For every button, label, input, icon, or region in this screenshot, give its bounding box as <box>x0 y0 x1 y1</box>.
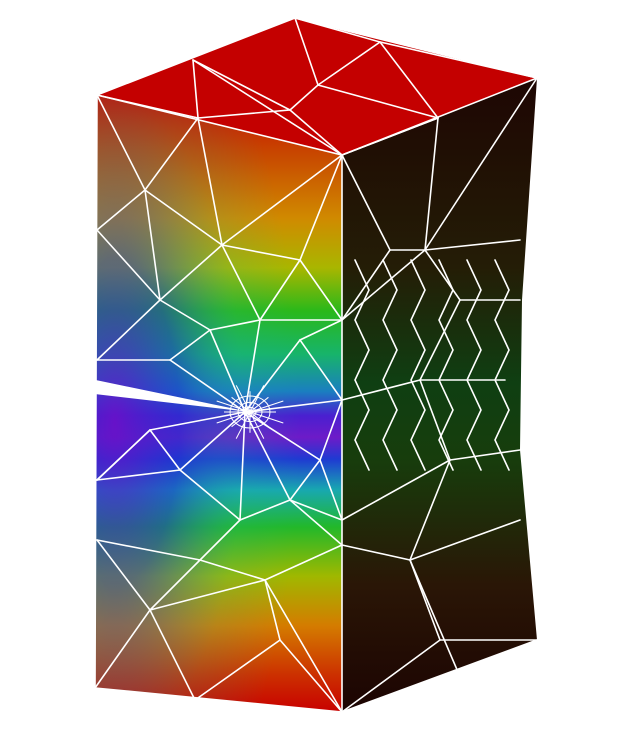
side-face <box>342 78 537 712</box>
mesh-edge <box>419 299 461 381</box>
mesh-edge <box>192 59 343 156</box>
rosette-ring <box>237 401 263 423</box>
mesh-edge <box>264 544 343 581</box>
mesh-edge <box>96 429 151 481</box>
rosette-ring <box>243 406 257 418</box>
side-refinement-edge <box>354 259 370 471</box>
mesh-edge <box>244 399 343 413</box>
mesh-edge <box>424 117 439 251</box>
mesh-edge <box>424 239 521 251</box>
mesh-edge <box>341 459 451 521</box>
rosette-spoke <box>249 411 269 428</box>
mesh-edge <box>96 539 201 561</box>
mesh-edge <box>169 329 211 361</box>
mesh-edge <box>149 411 246 431</box>
mesh-edge <box>209 319 261 331</box>
mesh-edge <box>192 59 199 119</box>
mesh-edge <box>144 189 223 246</box>
mesh-edge <box>159 299 211 331</box>
mesh-edge <box>409 459 451 561</box>
crack-tip-zone <box>95 95 342 712</box>
mesh-edge <box>259 259 301 321</box>
crack-notch <box>86 378 250 412</box>
mesh-edge <box>96 189 146 231</box>
mesh-edge <box>96 94 199 119</box>
mesh-edge <box>341 379 421 401</box>
mesh-edge <box>424 77 538 251</box>
mesh-wireframe <box>94 17 540 713</box>
mesh-edge <box>96 299 161 361</box>
mesh-edge <box>149 609 196 701</box>
mesh-edge <box>144 189 161 301</box>
mesh-edge <box>149 429 181 471</box>
mesh-edge <box>449 449 521 461</box>
side-refinement-edge <box>410 259 426 471</box>
mesh-edge <box>244 319 261 413</box>
mesh-edge <box>149 579 266 611</box>
mesh-edge <box>294 17 319 86</box>
mesh-edge <box>341 639 441 713</box>
mesh-edge <box>379 41 538 79</box>
mesh-edge <box>96 229 161 301</box>
mesh-edge <box>379 41 439 119</box>
mesh-edge <box>264 579 343 713</box>
mesh-edge <box>199 519 241 561</box>
mesh-edge <box>244 339 301 413</box>
mesh-edge <box>424 249 461 301</box>
mesh-edge <box>179 469 241 521</box>
mesh-edge <box>199 559 266 581</box>
mesh-edge <box>96 469 181 481</box>
mesh-edge <box>419 379 451 461</box>
mesh-edge <box>341 544 411 561</box>
mesh-edge <box>299 259 343 321</box>
mesh-edge <box>341 117 439 156</box>
side-refinement-edge <box>382 259 398 471</box>
crack-tip-mesh-refinement <box>216 385 284 439</box>
side-refinement-edge <box>494 259 510 471</box>
side-refinement-edge <box>438 259 454 471</box>
mesh-edge <box>279 639 343 713</box>
mesh-edge <box>94 94 538 713</box>
rosette-spoke <box>231 411 251 428</box>
mesh-edge <box>289 499 343 546</box>
mesh-edge <box>298 319 343 401</box>
rosette-spoke <box>231 396 251 413</box>
mesh-edge <box>409 559 471 701</box>
mesh-edge <box>239 499 291 521</box>
mesh-edge <box>239 411 246 521</box>
rosette-spoke <box>249 396 269 413</box>
side-refinement-edge <box>466 259 482 471</box>
rosette-ring <box>229 395 271 429</box>
mesh-edge <box>244 411 291 501</box>
mesh-edge <box>221 244 261 321</box>
mesh-edge <box>192 59 291 111</box>
mesh-edge <box>409 519 521 561</box>
mesh-edge <box>94 609 151 689</box>
mesh-edge <box>159 244 223 301</box>
